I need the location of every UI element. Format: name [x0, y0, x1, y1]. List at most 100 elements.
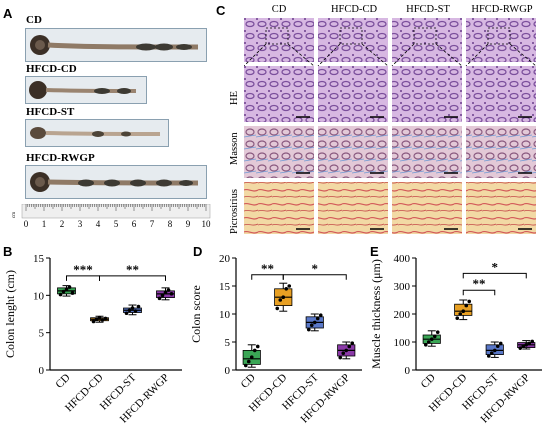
data-point: [338, 355, 343, 360]
data-point: [130, 306, 135, 310]
data-point: [306, 327, 311, 332]
x-tick-label: CD: [239, 372, 258, 391]
row-header-picrosirius: Picrosirius: [229, 189, 240, 234]
y-tick-label: 100: [394, 337, 411, 349]
data-point: [347, 344, 352, 349]
data-point: [458, 312, 463, 316]
data-point: [315, 316, 320, 321]
data-point: [492, 348, 497, 353]
y-tick-label: 0: [225, 365, 231, 377]
y-tick-label: 10: [33, 290, 45, 302]
significance-label: *: [492, 259, 499, 274]
significance-label: **: [261, 261, 274, 276]
column-header-hfcd-st: HFCD-ST: [406, 4, 450, 15]
data-point: [243, 363, 248, 368]
data-point: [486, 354, 491, 358]
y-tick-label: 0: [39, 365, 45, 377]
ruler-tick-label: 8: [168, 219, 173, 229]
column-header-hfcd-cd: HFCD-CD: [330, 4, 378, 15]
significance-label: **: [473, 276, 486, 291]
ruler-tick-label: 6: [132, 219, 137, 229]
data-point: [318, 313, 323, 317]
group-label-hfcd-rwgp: HFCD-RWGP: [26, 152, 95, 164]
data-point: [281, 295, 286, 299]
colon-specimen-hfcd-cd: [29, 81, 137, 99]
row-header-he: HE: [229, 91, 240, 105]
data-point: [341, 351, 346, 355]
data-point: [498, 341, 503, 346]
data-point: [61, 289, 66, 294]
data-point: [423, 343, 428, 347]
panel-letter-c: C: [216, 3, 226, 18]
ruler-tick-label: 0: [24, 219, 29, 229]
data-point: [432, 334, 437, 339]
data-point: [461, 309, 466, 313]
data-point: [94, 317, 99, 322]
ruler-tick-label: 4: [96, 219, 101, 229]
group-label-hfcd-st: HFCD-ST: [26, 106, 75, 118]
data-point: [467, 299, 472, 304]
data-point: [426, 340, 431, 344]
data-point: [58, 292, 63, 297]
he-overview-row: [244, 18, 537, 67]
data-point: [97, 315, 102, 320]
ruler-tick-label: 7: [150, 219, 155, 229]
significance-label: *: [312, 261, 319, 276]
significance-bracket: [99, 275, 166, 281]
data-point: [163, 290, 168, 295]
colon-photo-cd: [25, 28, 207, 62]
y-tick-label: 10: [219, 309, 231, 321]
data-point: [518, 346, 523, 350]
significance-bracket: [462, 272, 527, 279]
ruler-tick-label: 3: [78, 219, 83, 229]
data-point: [70, 291, 75, 295]
data-point: [309, 323, 314, 327]
data-point: [246, 359, 251, 364]
ruler-tick-label: 5: [114, 219, 119, 229]
y-tick-label: 5: [225, 337, 231, 349]
data-point: [524, 343, 529, 347]
group-label-hfcd-cd: HFCD-CD: [26, 63, 77, 75]
data-point: [127, 308, 132, 313]
ruler-unit: cm: [12, 212, 17, 218]
y-tick-label: 5: [39, 328, 45, 340]
he-zoom-row: [244, 66, 536, 122]
y-tick-label: 15: [219, 281, 231, 293]
data-point: [287, 284, 292, 288]
colon-photo-hfcd-cd: [25, 76, 147, 104]
data-point: [455, 316, 460, 320]
panel-letter-d: D: [193, 244, 203, 259]
y-axis-label: Colon score: [189, 285, 203, 343]
data-point: [252, 348, 257, 353]
y-tick-label: 200: [394, 309, 411, 321]
data-point: [312, 320, 317, 325]
data-point: [255, 344, 260, 349]
y-tick-label: 20: [219, 253, 231, 265]
data-point: [464, 303, 469, 308]
ruler-tick-label: 1: [42, 219, 47, 229]
data-point: [136, 304, 141, 309]
data-point: [521, 344, 526, 348]
data-point: [133, 309, 138, 313]
colon-specimen-cd: [30, 35, 199, 55]
panel-letter-a: A: [3, 6, 13, 21]
colon-photo-hfcd-rwgp: [25, 165, 207, 199]
group-label-cd: CD: [26, 14, 42, 26]
colon-photo-hfcd-st: [25, 119, 169, 147]
picrosirius-row: [244, 182, 536, 234]
y-tick-label: 0: [405, 365, 411, 377]
y-tick-label: 400: [394, 253, 411, 265]
histology-grid: [244, 18, 537, 234]
data-point: [67, 285, 72, 289]
significance-bracket: [462, 289, 496, 296]
data-point: [275, 306, 280, 311]
ruler: 0 1 2 3 4 5 6 7 8 9 10 cm: [12, 204, 211, 229]
significance-label: **: [126, 262, 139, 277]
data-point: [489, 351, 494, 355]
data-point: [64, 287, 69, 292]
x-tick-label: CD: [53, 372, 72, 391]
data-point: [157, 296, 162, 301]
data-point: [530, 339, 535, 344]
